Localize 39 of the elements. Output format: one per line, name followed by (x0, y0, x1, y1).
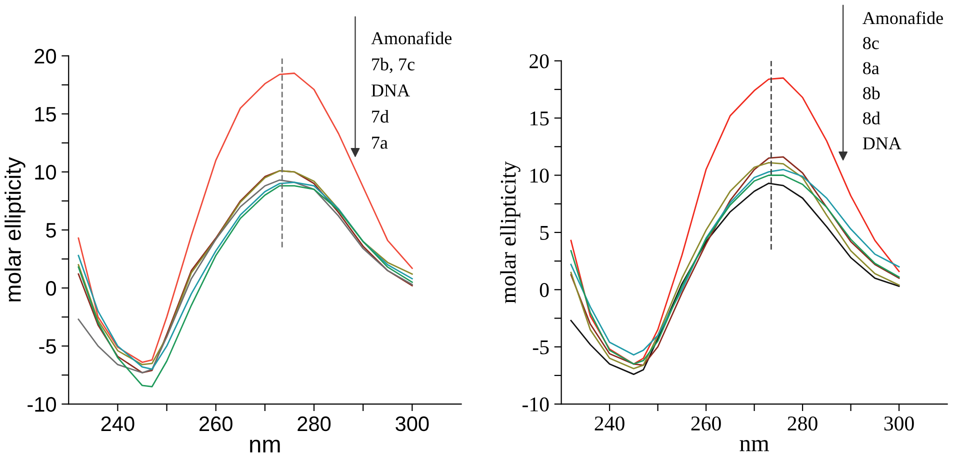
y-tick-label: 15 (530, 112, 549, 126)
y-tick-label: 10 (35, 164, 56, 180)
x-tick-label: 240 (101, 416, 134, 432)
x-tick-label: 240 (594, 416, 624, 431)
y-tick-label: 5 (46, 223, 56, 238)
y-tick-label: 20 (530, 54, 549, 68)
y-tick-label: 10 (530, 168, 549, 183)
line-series (570, 77, 900, 365)
annotation: 7d (372, 110, 389, 123)
x-axis-title: nm (250, 440, 280, 452)
y-tick-label: 0 (540, 283, 549, 298)
annotation: DNA (371, 84, 410, 96)
y-axis-title: molar ellipticity (4, 157, 26, 302)
x-tick-label: 300 (396, 416, 429, 432)
y-tick-label: -10 (522, 397, 549, 412)
x-tick-label: 280 (298, 416, 331, 432)
y-tick-label: 20 (34, 48, 56, 64)
annotation: 7b, 7c (372, 58, 415, 74)
text: Amonafide (862, 11, 943, 24)
annotation: 8a (863, 62, 880, 74)
y-tick-label: -5 (532, 340, 549, 354)
annotation: 8d (863, 112, 880, 124)
x-tick-label: 280 (788, 416, 818, 431)
line-series (78, 72, 413, 363)
annotation: DNA (862, 137, 902, 150)
annotation: 7a (372, 136, 388, 149)
y-axis-title: molar ellipticity (500, 161, 520, 304)
text: Amonafide (371, 31, 452, 44)
y-tick-label: -5 (39, 339, 56, 354)
y-tick-label: 0 (46, 280, 56, 296)
y-tick-label: 15 (35, 107, 56, 122)
x-tick-label: 260 (200, 416, 232, 432)
x-tick-label: 260 (691, 416, 721, 431)
x-axis-title: nm (740, 440, 770, 452)
annotation: 8b (863, 86, 880, 100)
text: 8c (863, 37, 879, 50)
x-tick-label: 300 (884, 416, 914, 431)
y-tick-label: -10 (28, 397, 56, 412)
y-tick-label: 5 (540, 226, 549, 240)
